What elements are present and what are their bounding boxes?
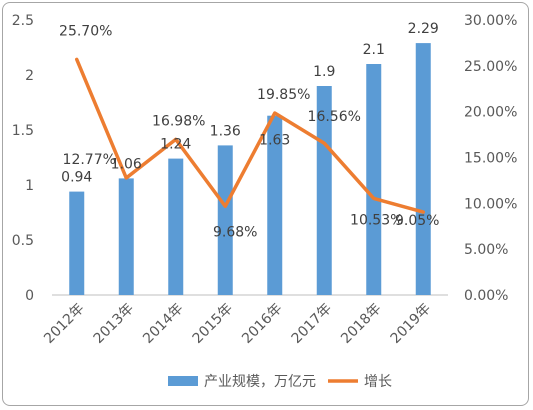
left-axis-tick-label: 0.5 xyxy=(12,233,34,249)
x-axis-tick-label: 2018年 xyxy=(338,301,384,347)
bar-data-label: 2.29 xyxy=(408,21,439,37)
bar xyxy=(316,86,332,295)
growth-line xyxy=(75,57,425,214)
bar xyxy=(415,43,431,295)
bar-data-label: 1.63 xyxy=(259,133,290,149)
bar-data-label: 0.94 xyxy=(61,170,92,186)
bar-data-label: 2.1 xyxy=(363,42,385,58)
line-data-label: 9.68% xyxy=(213,224,257,240)
line-data-label: 10.53% xyxy=(350,212,403,228)
bar-data-label: 1.24 xyxy=(160,137,191,153)
bar xyxy=(267,115,283,295)
right-axis-tick-label: 25.00% xyxy=(464,59,517,75)
x-axis-tick-label: 2013年 xyxy=(91,301,137,347)
right-axis-tick-label: 10.00% xyxy=(464,196,517,212)
bar xyxy=(118,178,134,295)
line-data-label: 16.56% xyxy=(308,109,361,125)
x-axis-tick-label: 2014年 xyxy=(140,301,186,347)
bar-series xyxy=(69,43,431,295)
line-data-label: 19.85% xyxy=(257,87,310,103)
x-axis-tick-label: 2012年 xyxy=(41,301,87,347)
right-axis-tick-label: 0.00% xyxy=(464,288,508,304)
legend-bar-swatch xyxy=(168,376,198,386)
left-axis-tick-label: 0 xyxy=(25,288,34,304)
bar-data-label: 1.06 xyxy=(111,156,142,172)
bar xyxy=(168,158,184,295)
bar xyxy=(366,64,382,295)
bar xyxy=(217,145,233,295)
right-axis-tick-label: 5.00% xyxy=(464,242,508,258)
x-axis-tick-label: 2016年 xyxy=(239,301,285,347)
line-data-label: 16.98% xyxy=(152,113,205,129)
legend-line-label: 增长 xyxy=(364,374,392,390)
left-axis-tick-label: 2 xyxy=(25,68,34,84)
x-axis-tick-label: 2015年 xyxy=(190,301,236,347)
right-axis-tick-label: 30.00% xyxy=(464,13,517,29)
line-series xyxy=(75,57,425,214)
x-axis-tick-labels: 2012年 2013年 2014年 2015年 2016年 2017年 2018年 2019年 xyxy=(41,301,434,347)
legend: 产业规模，万亿元 增长 xyxy=(168,374,392,390)
line-data-label: 9.05% xyxy=(395,213,439,229)
line-data-label: 12.77% xyxy=(63,152,116,168)
left-axis: 0 0.5 1 1.5 2 2.5 xyxy=(12,13,34,304)
right-axis: 0.00% 5.00% 10.00% 15.00% 20.00% 25.00% 30.00% xyxy=(464,13,517,304)
bar-data-label: 1.36 xyxy=(210,123,241,139)
bar-data-label: 1.9 xyxy=(313,64,335,80)
line-data-labels: 25.70% 12.77% 16.98% 9.68% 19.85% 16.56% 10.53… xyxy=(59,23,439,240)
legend-bar-label: 产业规模，万亿元 xyxy=(204,374,316,390)
right-axis-tick-label: 15.00% xyxy=(464,151,517,167)
bar xyxy=(69,191,85,295)
x-axis-tick-label: 2019年 xyxy=(388,301,434,347)
chart-frame xyxy=(2,2,529,406)
left-axis-tick-label: 1 xyxy=(25,178,34,194)
x-axis-tick-label: 2017年 xyxy=(289,301,335,347)
line-data-label: 25.70% xyxy=(59,23,112,39)
right-axis-tick-label: 20.00% xyxy=(464,105,517,121)
bar-data-labels: 0.94 1.06 1.24 1.36 1.63 1.9 2.1 2.29 xyxy=(61,21,439,186)
left-axis-tick-label: 2.5 xyxy=(12,13,34,29)
left-axis-tick-label: 1.5 xyxy=(12,123,34,139)
